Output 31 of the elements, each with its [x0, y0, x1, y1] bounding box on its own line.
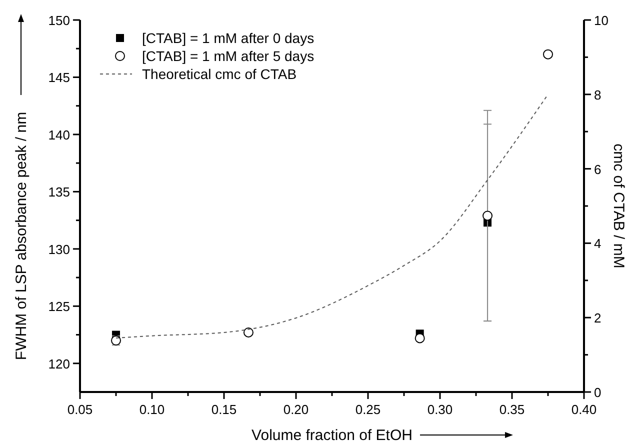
x-tick-label: 0.30 [427, 402, 453, 417]
y-tick-label: 135 [48, 184, 70, 200]
x-axis-title: Volume fraction of EtOH [252, 427, 412, 444]
x-tick-label: 0.25 [355, 402, 381, 417]
x-tick-label: 0.35 [499, 402, 525, 417]
x-tick-label: 0.15 [211, 402, 237, 417]
legend-label: [CTAB] = 1 mM after 0 days [142, 30, 314, 46]
y2-tick-label: 10 [594, 13, 608, 28]
x-tick-label: 0.05 [67, 402, 93, 417]
x-tick-label: 0.20 [283, 402, 309, 417]
x-tick-label: 0.10 [139, 402, 165, 417]
y-tick-label: 140 [48, 127, 70, 142]
point [543, 49, 553, 60]
y2-tick-label: 6 [594, 162, 602, 177]
y-tick-label: 120 [48, 356, 70, 372]
point [482, 210, 493, 221]
x-tick-label: 0.40 [571, 402, 597, 417]
y-tick-label: 150 [48, 13, 70, 28]
legend-label: [CTAB] = 1 mM after 5 days [142, 48, 314, 64]
y-axis-title: FWHM of LSP absorbance peak / nm [13, 112, 30, 360]
y-tick-label: 125 [48, 299, 70, 314]
y2-tick-label: 2 [594, 310, 602, 326]
point [414, 333, 425, 344]
y-tick-label: 145 [48, 70, 70, 86]
y2-tick-label: 0 [594, 385, 602, 400]
legend-label: Theoretical cmc of CTAB [142, 66, 297, 82]
y2-tick-label: 8 [594, 87, 602, 102]
point [243, 327, 254, 338]
y2-axis-title: cmc of CTAB / mM [610, 144, 627, 268]
y2-tick-label: 4 [594, 236, 602, 252]
y-tick-label: 130 [48, 242, 70, 257]
